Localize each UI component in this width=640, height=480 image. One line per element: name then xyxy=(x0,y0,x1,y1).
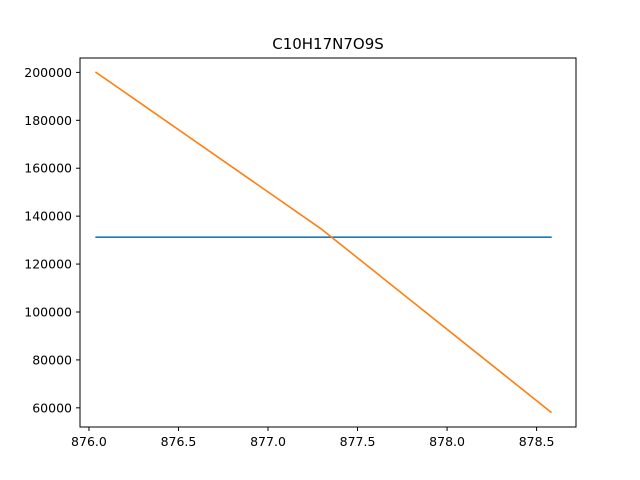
y-tick-label: 80000 xyxy=(32,352,72,367)
y-tick-label: 100000 xyxy=(24,304,72,319)
x-tick-label: 876.0 xyxy=(71,434,107,449)
chart-title: C10H17N7O9S xyxy=(272,35,384,53)
x-tick-label: 878.5 xyxy=(519,434,555,449)
x-tick-label: 878.0 xyxy=(429,434,465,449)
x-tick-label: 877.0 xyxy=(250,434,286,449)
y-tick-label: 120000 xyxy=(24,257,72,272)
series-line-2 xyxy=(95,71,553,414)
plot-frame xyxy=(79,57,577,428)
y-tick-label: 200000 xyxy=(24,65,72,80)
y-tick-label: 140000 xyxy=(24,209,72,224)
y-tick-label: 160000 xyxy=(24,161,72,176)
y-tick-label: 180000 xyxy=(24,113,72,128)
x-tick-label: 877.5 xyxy=(340,434,376,449)
x-tick-label: 876.5 xyxy=(161,434,197,449)
y-tick-label: 60000 xyxy=(32,400,72,415)
